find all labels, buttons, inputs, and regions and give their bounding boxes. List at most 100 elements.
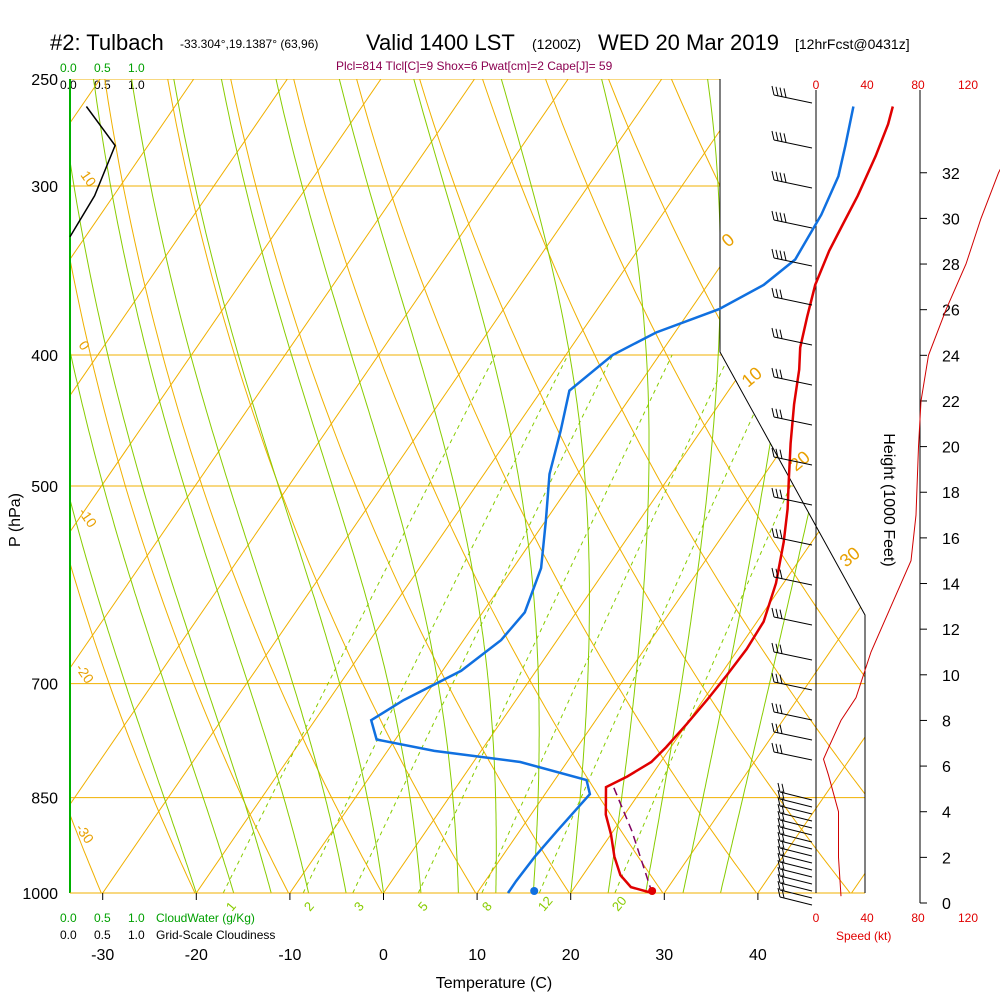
- cloudwater-bottom-1: 0.5: [94, 911, 111, 925]
- wind-barb: [777, 817, 813, 836]
- speed-tick-top: 0: [813, 78, 820, 92]
- wind-barb: [771, 248, 813, 267]
- isotherm-line: [102, 79, 663, 893]
- wind-barb: [777, 845, 813, 864]
- cloudiness-bottom-1: 0.5: [94, 928, 111, 942]
- wind-barb: [771, 85, 813, 104]
- isotherm-line: [70, 79, 195, 893]
- height-tick-label: 28: [942, 257, 960, 274]
- isotherm-line: [70, 79, 475, 893]
- thermo-background: [0, 55, 865, 893]
- temperature-tick-label: -20: [185, 947, 208, 964]
- station-coords: -33.304°,19.1387° (63,96): [180, 37, 318, 51]
- dry-adiabat-line: [163, 79, 477, 893]
- pressure-tick-label: 300: [31, 179, 58, 196]
- wind-barb: [777, 838, 813, 857]
- height-tick-label: 14: [942, 577, 960, 594]
- wind-barb: [777, 859, 813, 878]
- zulu-time: (1200Z): [532, 36, 581, 52]
- cloudiness-scale-2: 1.0: [128, 78, 145, 92]
- cloudiness-scale-0: 0.0: [60, 78, 77, 92]
- station-title: #2: Tulbach: [50, 30, 164, 55]
- isotherm-line: [70, 79, 382, 893]
- isotherm-line: [70, 79, 569, 893]
- dry-adiabat-line: [70, 79, 196, 893]
- wind-barb: [771, 672, 813, 691]
- height-tick-label: 4: [942, 805, 951, 822]
- wind-barb: [771, 527, 813, 546]
- height-axis-label: Height (1000 Feet): [880, 433, 897, 566]
- isotherm-line: [663, 79, 865, 893]
- dry-adiabat-line: [349, 79, 757, 893]
- mixing-ratio-line: [417, 354, 673, 893]
- pressure-tick-label: 250: [31, 72, 58, 89]
- mixing-ratio-label: 3: [351, 899, 367, 914]
- height-tick-label: 18: [942, 485, 960, 502]
- moist-adiabat-line: [413, 79, 540, 893]
- temperature-tick-label: 10: [468, 947, 486, 964]
- mixing-ratio-label: 20: [609, 893, 630, 914]
- cloudwater-scale-2: 1.0: [128, 61, 145, 75]
- height-tick-label: 30: [942, 211, 960, 228]
- wind-barb: [777, 782, 813, 801]
- speed-tick-bottom: 120: [958, 911, 978, 925]
- height-tick-label: 32: [942, 166, 960, 183]
- isotherm-line: [757, 79, 865, 893]
- wind-barb: [771, 407, 813, 426]
- wind-barb: [771, 210, 813, 229]
- isotherm-line: [476, 79, 865, 893]
- wind-barbs: [771, 85, 813, 906]
- height-tick-label: 8: [942, 713, 951, 730]
- pressure-tick-label: 850: [31, 791, 58, 808]
- wind-barb: [771, 327, 813, 346]
- pressure-tick-label: 700: [31, 677, 58, 694]
- dry-adiabat-line: [536, 79, 865, 893]
- cloudwater-bottom-2: 1.0: [128, 911, 145, 925]
- dry-adiabat-line: [0, 55, 8, 893]
- mixing-ratio-label: 2: [301, 899, 317, 914]
- temperature-tick-label: 40: [749, 947, 767, 964]
- wind-barb: [777, 852, 813, 871]
- height-tick-label: 20: [942, 440, 960, 457]
- dry-adiabat-label: -20: [73, 661, 98, 687]
- dry-adiabat-label: -10: [76, 505, 101, 531]
- sounding-series: [69, 106, 1000, 897]
- wind-barb: [771, 567, 813, 586]
- height-tick-label: 24: [942, 348, 960, 365]
- pressure-tick-label: 500: [31, 479, 58, 496]
- moist-adiabat-label: 30: [836, 543, 864, 571]
- wind-barb: [771, 722, 813, 741]
- isotherm-line: [70, 79, 288, 893]
- wind-barb: [771, 130, 813, 149]
- surface-temperature-dot: [648, 887, 657, 895]
- parcel-path-line: [611, 783, 653, 894]
- skew-frame-right: [719, 79, 866, 893]
- mixing-ratio-line: [302, 354, 569, 893]
- height-tick-label: 0: [942, 896, 951, 913]
- height-tick-label: 22: [942, 394, 960, 411]
- temperature-tick-label: 20: [562, 947, 580, 964]
- moist-adiabat-line: [93, 79, 310, 893]
- dry-adiabat-line: [70, 79, 289, 893]
- wind-barb: [771, 607, 813, 626]
- wind-barb: [777, 796, 813, 815]
- cloudwater-scale-1: 0.5: [94, 61, 111, 75]
- moist-adiabat-line: [173, 79, 384, 893]
- wind-barb: [777, 887, 813, 906]
- dry-adiabat-label: -30: [73, 821, 98, 847]
- cloud-legend-bottom: 0.0 0.5 1.0 CloudWater (g/Kg) 0.0 0.5 1.…: [60, 911, 275, 942]
- dry-adiabat-line: [225, 79, 570, 893]
- temperature-tick-label: -10: [278, 947, 301, 964]
- cloudiness-label: Grid-Scale Cloudiness: [156, 928, 275, 942]
- wind-barb: [771, 367, 813, 386]
- mixing-ratio-line: [614, 354, 850, 893]
- x-axis-label: Temperature (C): [436, 975, 552, 992]
- moist-adiabat-label: 10: [738, 363, 766, 391]
- wind-barb: [771, 170, 813, 189]
- cloudiness-bottom-2: 1.0: [128, 928, 145, 942]
- wind-barb: [771, 642, 813, 661]
- valid-time: Valid 1400 LST: [366, 30, 515, 55]
